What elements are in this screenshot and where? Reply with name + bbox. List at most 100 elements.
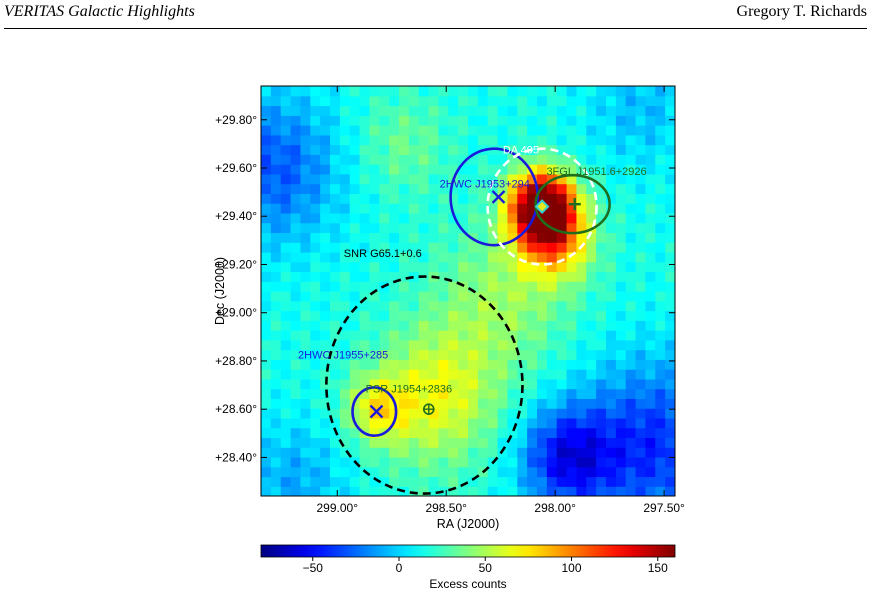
heatmap-cell bbox=[290, 300, 302, 312]
heatmap-cell bbox=[645, 115, 656, 126]
heatmap-cell bbox=[566, 349, 578, 360]
heatmap-cell bbox=[566, 320, 578, 331]
heatmap-cell bbox=[635, 144, 647, 155]
heatmap-cell bbox=[408, 212, 420, 224]
heatmap-cell bbox=[418, 369, 430, 380]
heatmap-cell bbox=[349, 378, 361, 390]
heatmap-cell bbox=[290, 417, 302, 429]
heatmap-cell bbox=[399, 456, 410, 468]
heatmap-cell bbox=[507, 115, 518, 126]
heatmap-cell bbox=[615, 154, 627, 165]
heatmap-cell bbox=[320, 261, 331, 273]
heatmap-cell bbox=[566, 154, 578, 165]
heatmap-cell bbox=[665, 349, 675, 360]
heatmap-cell bbox=[270, 310, 282, 321]
heatmap-cell bbox=[665, 281, 675, 292]
heatmap-cell bbox=[369, 486, 380, 496]
heatmap-cell bbox=[418, 359, 430, 370]
heatmap-cell bbox=[625, 339, 637, 351]
heatmap-cell bbox=[300, 193, 311, 204]
heatmap-cell bbox=[576, 183, 587, 194]
heatmap-cell bbox=[566, 232, 578, 243]
heatmap-cell bbox=[586, 154, 597, 165]
heatmap-cell bbox=[655, 486, 666, 496]
heatmap-cell bbox=[408, 193, 420, 204]
heatmap-cell bbox=[438, 320, 449, 331]
heatmap-cell bbox=[330, 291, 341, 302]
heatmap-cell bbox=[320, 417, 331, 429]
heatmap-cell bbox=[349, 203, 361, 214]
heatmap-cell bbox=[428, 359, 440, 370]
heatmap-cell bbox=[537, 242, 548, 253]
heatmap-cell bbox=[458, 447, 469, 458]
heatmap-cell bbox=[399, 369, 410, 380]
heatmap-cell bbox=[349, 291, 361, 302]
heatmap-cell bbox=[399, 447, 410, 458]
heatmap-cell bbox=[487, 486, 499, 496]
heatmap-cell bbox=[270, 456, 282, 468]
heatmap-cell bbox=[635, 242, 647, 253]
heatmap-cell bbox=[369, 349, 380, 360]
heatmap-cell bbox=[537, 456, 548, 468]
heatmap-cell bbox=[428, 212, 440, 224]
heatmap-cell bbox=[625, 144, 637, 155]
heatmap-cell bbox=[438, 251, 449, 263]
heatmap-cell bbox=[399, 398, 410, 409]
heatmap-cell bbox=[615, 310, 627, 321]
heatmap-cell bbox=[507, 261, 518, 273]
heatmap-cell bbox=[408, 437, 420, 448]
heatmap-cell bbox=[320, 242, 331, 253]
heatmap-cell bbox=[418, 486, 430, 496]
heatmap-cell bbox=[576, 212, 587, 224]
heatmap-cell bbox=[310, 164, 321, 175]
heatmap-cell bbox=[576, 447, 587, 458]
heatmap-cell bbox=[300, 232, 311, 243]
region-circle bbox=[325, 275, 524, 495]
heatmap-cell bbox=[320, 291, 331, 302]
heatmap-cell bbox=[349, 320, 361, 331]
heatmap-cell bbox=[300, 86, 311, 97]
heatmap-cell bbox=[517, 232, 528, 243]
heatmap-cell bbox=[330, 408, 341, 419]
heatmap-cell bbox=[330, 95, 341, 107]
heatmap-cell bbox=[310, 125, 321, 136]
heatmap-cell bbox=[320, 486, 331, 496]
heatmap-cell bbox=[517, 125, 528, 136]
heatmap-cell bbox=[369, 437, 380, 448]
heatmap-cell bbox=[615, 164, 627, 175]
heatmap-cell bbox=[330, 437, 341, 448]
heatmap-cell bbox=[655, 86, 666, 97]
heatmap-cell bbox=[615, 251, 627, 263]
heatmap-cell bbox=[359, 320, 371, 331]
heatmap-cell bbox=[458, 320, 469, 331]
heatmap-cell bbox=[261, 125, 272, 136]
heatmap-cell bbox=[428, 183, 440, 194]
heatmap-cell bbox=[596, 271, 607, 282]
heatmap-cell bbox=[576, 349, 587, 360]
heatmap-cell bbox=[487, 349, 499, 360]
source-label: 2HWC J1955+285 bbox=[298, 350, 388, 362]
heatmap-cell bbox=[369, 320, 380, 331]
heatmap-cell bbox=[625, 388, 637, 399]
heatmap-cell bbox=[448, 456, 459, 468]
heatmap-cell bbox=[369, 193, 380, 204]
heatmap-cell bbox=[310, 398, 321, 409]
heatmap-cell bbox=[487, 134, 499, 146]
heatmap-cell bbox=[566, 388, 578, 399]
heatmap-cell bbox=[497, 339, 509, 351]
heatmap-cell bbox=[300, 417, 311, 429]
heatmap-cell bbox=[458, 378, 469, 390]
heatmap-cell bbox=[418, 222, 430, 234]
heatmap-cell bbox=[320, 339, 331, 351]
heatmap-cell bbox=[635, 291, 647, 302]
heatmap-cell bbox=[438, 427, 449, 439]
heatmap-cell bbox=[625, 486, 637, 496]
heatmap-cell bbox=[556, 408, 568, 419]
heatmap-cell bbox=[487, 242, 499, 253]
heatmap-cell bbox=[517, 330, 528, 341]
heatmap-cell bbox=[487, 310, 499, 321]
heatmap-cell bbox=[290, 369, 302, 380]
heatmap-cell bbox=[270, 339, 282, 351]
heatmap-cell bbox=[537, 300, 548, 312]
